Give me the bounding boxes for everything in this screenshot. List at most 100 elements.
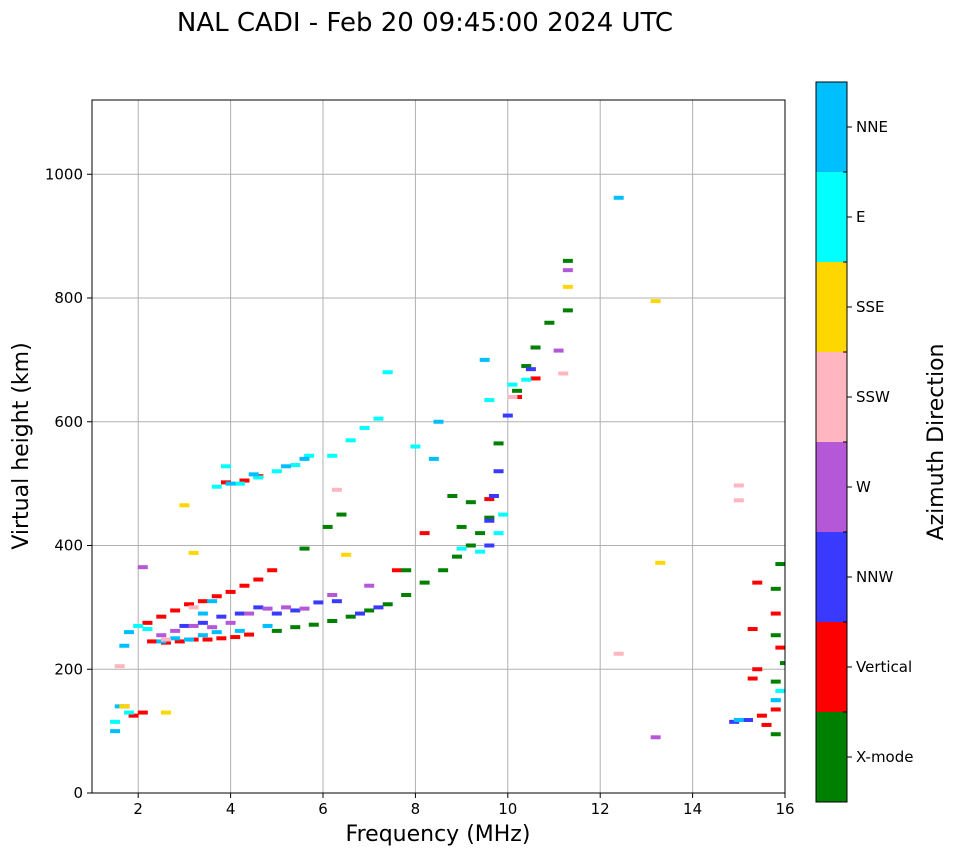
colorbar-tick-label: Vertical bbox=[856, 658, 912, 676]
echo-point bbox=[211, 484, 222, 489]
echo-point bbox=[521, 364, 532, 369]
echo-point bbox=[239, 478, 250, 483]
echo-point bbox=[216, 614, 227, 619]
echo-point bbox=[507, 382, 518, 387]
echo-point bbox=[142, 627, 153, 632]
chart-title: NAL CADI - Feb 20 09:45:00 2024 UTC bbox=[177, 8, 673, 38]
echo-point bbox=[775, 645, 785, 650]
echo-point bbox=[253, 475, 264, 480]
echo-point bbox=[170, 628, 181, 633]
echo-point bbox=[451, 554, 462, 559]
plot-frame bbox=[91, 99, 786, 794]
y-tick-label: 800 bbox=[54, 289, 83, 307]
echo-point bbox=[562, 284, 573, 289]
echo-point bbox=[225, 589, 236, 594]
echo-point bbox=[290, 463, 301, 468]
echo-point bbox=[433, 419, 444, 424]
colorbar-segment bbox=[816, 442, 847, 532]
echo-point bbox=[655, 560, 666, 565]
echo-point bbox=[271, 628, 282, 633]
echo-point bbox=[290, 608, 301, 613]
y-axis: 0 200 400 600 800 1000 bbox=[45, 165, 92, 802]
echo-point bbox=[253, 605, 264, 610]
grid-lines bbox=[92, 100, 785, 793]
echo-point bbox=[248, 472, 259, 477]
echo-point bbox=[756, 713, 767, 718]
echo-point bbox=[438, 568, 449, 573]
echo-point bbox=[119, 704, 130, 709]
x-tick-label: 16 bbox=[775, 800, 794, 818]
echo-point bbox=[419, 531, 430, 536]
echo-point bbox=[327, 453, 338, 458]
colorbar-segment bbox=[816, 262, 847, 352]
echo-point bbox=[373, 605, 384, 610]
echo-point bbox=[562, 258, 573, 263]
x-tick-label: 4 bbox=[226, 800, 236, 818]
echo-point bbox=[331, 487, 342, 492]
echo-point bbox=[142, 620, 153, 625]
echo-point bbox=[373, 416, 384, 421]
echo-point bbox=[327, 618, 338, 623]
colorbar-tick-label: SSE bbox=[856, 298, 885, 316]
echo-point bbox=[244, 611, 255, 616]
echo-point bbox=[747, 676, 758, 681]
echo-point bbox=[544, 320, 555, 325]
echo-point bbox=[123, 710, 134, 715]
echo-point bbox=[220, 464, 231, 469]
echo-point bbox=[775, 688, 785, 693]
echo-point bbox=[775, 562, 785, 567]
echo-point bbox=[521, 377, 532, 382]
echo-point bbox=[456, 546, 467, 551]
echo-point bbox=[553, 348, 564, 353]
colorbar-segment bbox=[816, 82, 847, 172]
plot-background bbox=[92, 100, 785, 793]
echo-point bbox=[382, 370, 393, 375]
echo-point bbox=[156, 633, 167, 638]
echo-point bbox=[382, 602, 393, 607]
echo-point bbox=[484, 543, 495, 548]
echo-point bbox=[512, 388, 523, 393]
x-tick-label: 2 bbox=[133, 800, 143, 818]
echo-point bbox=[770, 586, 781, 591]
x-tick-label: 12 bbox=[591, 800, 610, 818]
echo-point bbox=[743, 717, 754, 722]
echo-point bbox=[770, 611, 781, 616]
echo-point bbox=[733, 717, 744, 722]
echo-point bbox=[211, 594, 222, 599]
y-tick-label: 0 bbox=[73, 784, 83, 802]
colorbar-tick-label: NNW bbox=[856, 568, 893, 586]
echo-point bbox=[197, 611, 208, 616]
echo-point bbox=[110, 729, 121, 734]
echo-point bbox=[475, 549, 486, 554]
echo-point bbox=[507, 395, 518, 399]
echo-point bbox=[493, 531, 504, 536]
echo-point bbox=[341, 552, 352, 557]
colorbar-segment bbox=[816, 532, 847, 622]
echo-point bbox=[475, 531, 486, 536]
echo-point bbox=[244, 632, 255, 637]
echo-point bbox=[160, 637, 171, 642]
echo-point bbox=[308, 622, 319, 627]
colorbar-segment bbox=[816, 622, 847, 712]
echo-point bbox=[137, 565, 148, 570]
echo-point bbox=[137, 710, 148, 715]
echo-point bbox=[188, 623, 199, 628]
echo-point bbox=[207, 599, 218, 604]
echo-point bbox=[465, 543, 476, 548]
echo-point bbox=[345, 438, 356, 443]
echo-point bbox=[267, 568, 278, 573]
echo-point bbox=[502, 413, 513, 418]
echo-point bbox=[123, 630, 134, 635]
colorbar-tick-label: E bbox=[856, 208, 865, 226]
echo-point bbox=[299, 456, 310, 461]
colorbar-segment bbox=[816, 172, 847, 262]
echo-point bbox=[465, 500, 476, 505]
echo-point bbox=[271, 469, 282, 474]
echo-point bbox=[225, 620, 236, 625]
y-tick-label: 200 bbox=[54, 660, 83, 678]
echo-point bbox=[359, 425, 370, 430]
colorbar-label: Azimuth Direction bbox=[924, 343, 949, 540]
echo-point bbox=[498, 512, 509, 517]
echo-point bbox=[271, 611, 282, 616]
